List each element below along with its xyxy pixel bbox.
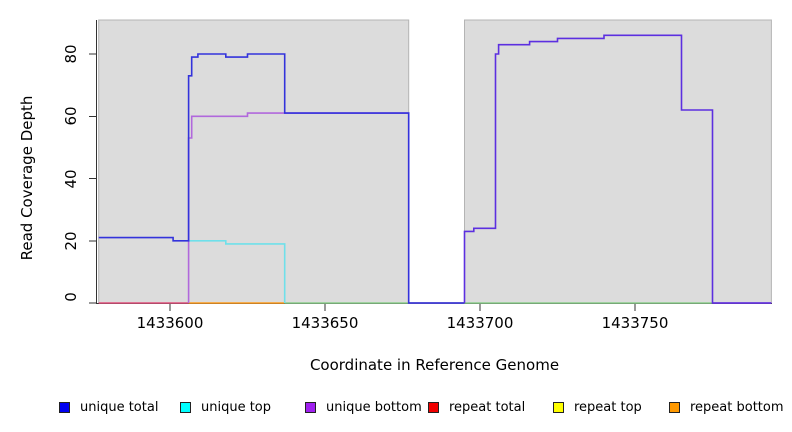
unique-bottom-swatch-icon [305,401,316,413]
legend-label: repeat top [574,399,642,415]
legend-item-unique-bottom: unique bottom [305,399,422,415]
repeat-bottom-swatch-icon [669,401,680,413]
x-tick-label: 1433700 [446,314,514,332]
repeat-top-swatch-icon [553,401,564,413]
y-tick-label: 60 [62,106,80,126]
legend-label: repeat bottom [690,399,784,415]
legend-item-unique-total: unique total [59,399,158,415]
legend-item-unique-top: unique top [180,399,271,415]
x-tick-label: 1433750 [601,314,669,332]
legend-label: unique top [201,399,272,415]
legend-label: unique total [80,399,159,415]
x-tick-label: 1433650 [291,314,359,332]
y-tick-label: 40 [62,169,80,189]
legend-label: unique bottom [326,399,422,415]
unique-total-swatch-icon [59,401,70,413]
x-tick-label: 1433600 [136,314,204,332]
unique-top-swatch-icon [180,401,191,413]
repeat-total-swatch-icon [428,401,439,413]
legend-item-repeat-bottom: repeat bottom [669,399,784,415]
legend-item-repeat-total: repeat total [428,399,525,415]
legend-label: repeat total [449,399,526,415]
x-axis-title: Coordinate in Reference Genome [309,356,560,374]
y-axis-title: Read Coverage Depth [18,95,36,261]
y-tick-label: 20 [62,231,80,251]
legend-item-repeat-top: repeat top [553,399,642,415]
y-tick-label: 0 [62,292,80,302]
y-tick-label: 80 [62,44,80,64]
